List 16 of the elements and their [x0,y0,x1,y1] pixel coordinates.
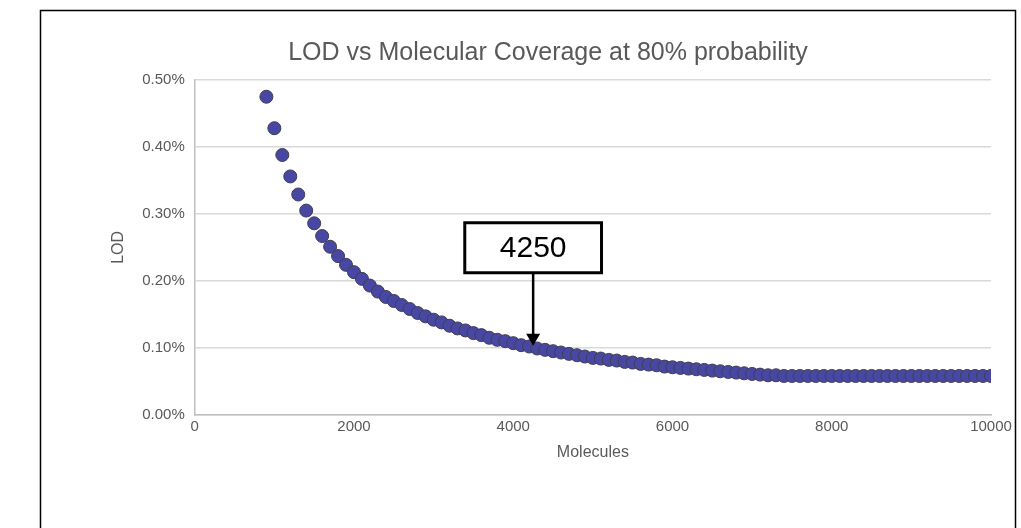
y-tick-label: 0.30% [142,204,185,222]
x-tick-label: 10000 [970,416,1012,434]
x-tick-label: 2000 [337,416,371,434]
y-tick-label: 0.00% [142,404,185,422]
y-tick-label: 0.10% [142,337,185,355]
annotation: 4250 [499,230,567,264]
y-axis-title: LOD [109,230,127,264]
x-tick-label: 6000 [655,416,690,434]
chart-title: LOD vs Molecular Coverage at 80% probability [288,36,809,65]
x-tick-label: 8000 [815,416,849,434]
x-tick-label: 4000 [496,416,530,434]
y-tick-label: 0.40% [142,137,185,155]
y-tick-label: 0.20% [142,271,185,289]
x-axis-title: Molecules [556,442,629,460]
y-tick-label: 0.50% [142,70,185,88]
x-tick-label: 0 [190,416,199,434]
